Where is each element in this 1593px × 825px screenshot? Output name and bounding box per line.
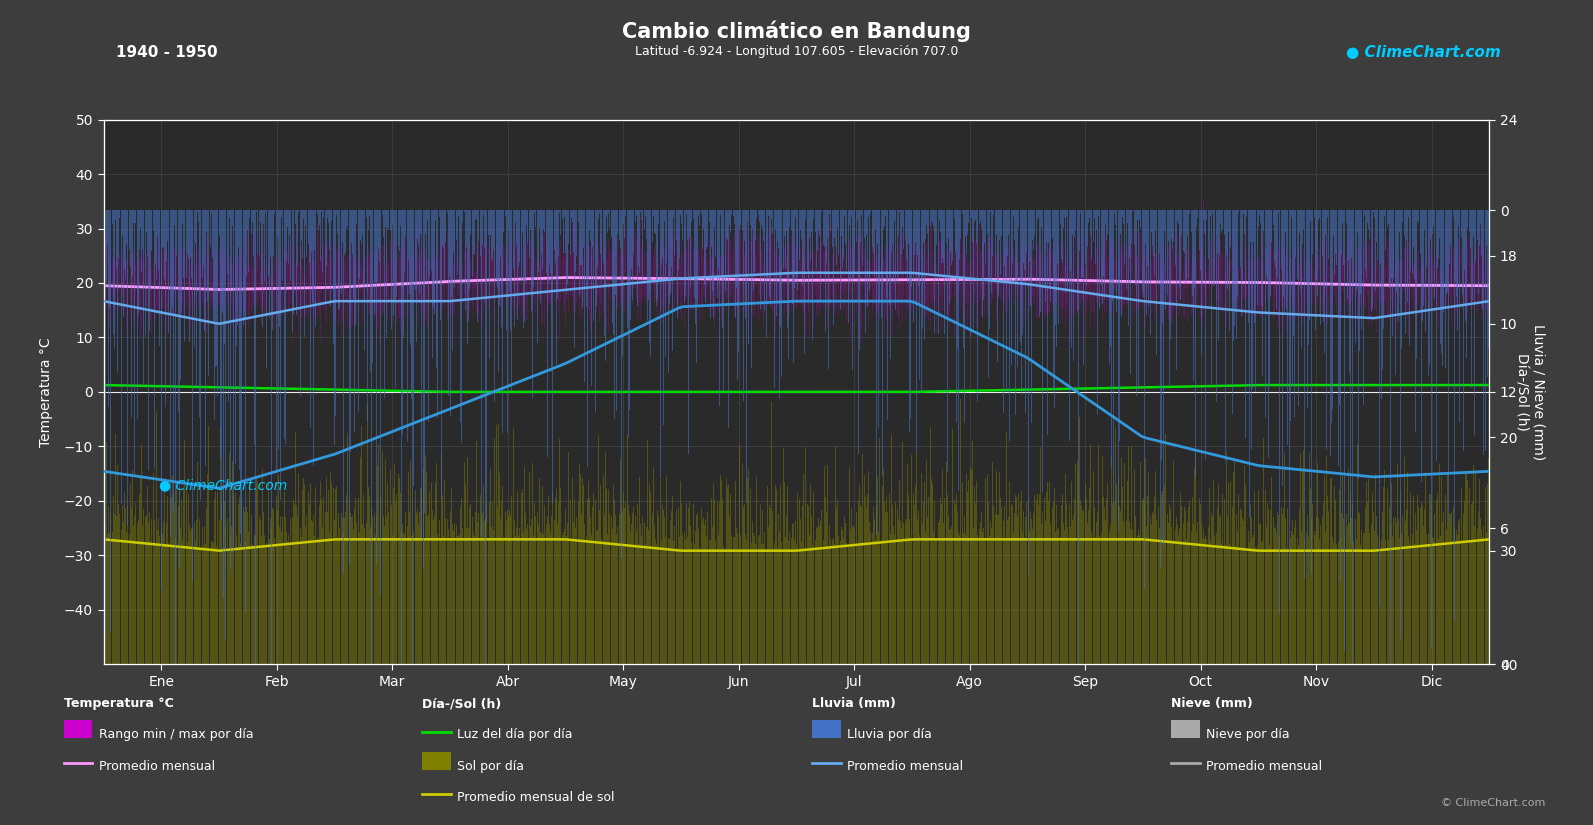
Text: ● ClimeChart.com: ● ClimeChart.com <box>1346 45 1501 60</box>
Text: Nieve (mm): Nieve (mm) <box>1171 697 1252 710</box>
Text: Lluvia por día: Lluvia por día <box>847 728 932 742</box>
Text: ● ClimeChart.com: ● ClimeChart.com <box>159 478 288 493</box>
Text: Sol por día: Sol por día <box>457 760 524 773</box>
Text: Cambio climático en Bandung: Cambio climático en Bandung <box>621 21 972 42</box>
Text: Promedio mensual: Promedio mensual <box>847 760 964 773</box>
Text: Día-/Sol (h): Día-/Sol (h) <box>422 697 502 710</box>
Text: Rango min / max por día: Rango min / max por día <box>99 728 253 742</box>
Y-axis label: Lluvia / Nieve (mm): Lluvia / Nieve (mm) <box>1531 323 1545 460</box>
Text: Promedio mensual: Promedio mensual <box>99 760 215 773</box>
Text: Lluvia (mm): Lluvia (mm) <box>812 697 897 710</box>
Y-axis label: Temperatura °C: Temperatura °C <box>38 337 53 446</box>
Y-axis label: Día-/Sol (h): Día-/Sol (h) <box>1515 353 1529 431</box>
Text: Nieve por día: Nieve por día <box>1206 728 1289 742</box>
Text: Temperatura °C: Temperatura °C <box>64 697 174 710</box>
Text: Promedio mensual de sol: Promedio mensual de sol <box>457 791 615 804</box>
Text: Promedio mensual: Promedio mensual <box>1206 760 1322 773</box>
Text: 1940 - 1950: 1940 - 1950 <box>116 45 218 60</box>
Text: © ClimeChart.com: © ClimeChart.com <box>1440 799 1545 808</box>
Text: Latitud -6.924 - Longitud 107.605 - Elevación 707.0: Latitud -6.924 - Longitud 107.605 - Elev… <box>636 45 957 59</box>
Text: Luz del día por día: Luz del día por día <box>457 728 573 742</box>
